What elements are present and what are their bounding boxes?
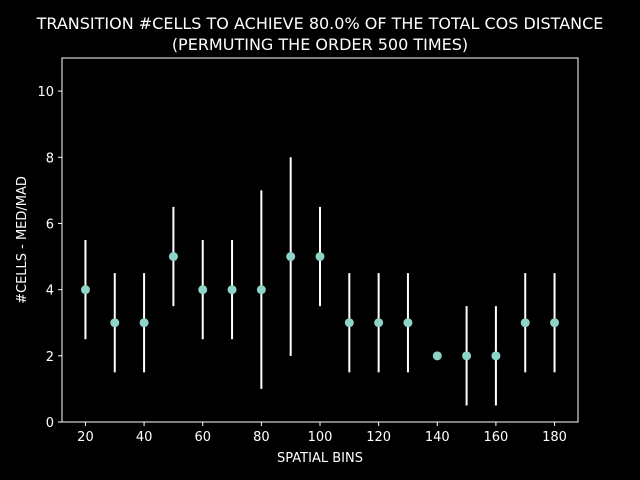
y-tick-label: 4: [46, 284, 54, 299]
x-tick-label: 20: [77, 430, 94, 445]
x-tick-label: 180: [542, 430, 567, 445]
data-point: [462, 351, 472, 361]
data-point: [374, 318, 384, 328]
x-tick-label: 140: [425, 430, 450, 445]
x-axis-label: SPATIAL BINS: [277, 451, 363, 466]
data-point: [80, 285, 90, 295]
y-tick-label: 0: [46, 416, 54, 431]
y-axis: 0 2 4 6 8 10: [37, 85, 62, 431]
data-point: [286, 252, 296, 262]
data-point: [491, 351, 501, 361]
data-point: [168, 252, 178, 262]
data-point: [344, 318, 354, 328]
x-tick-label: 100: [308, 430, 333, 445]
x-axis: 20 40 60 80 100 120 140 160 180: [77, 422, 567, 445]
y-tick-label: 8: [46, 151, 54, 166]
points-group: [80, 252, 560, 361]
y-tick-label: 10: [37, 85, 54, 100]
data-point: [227, 285, 237, 295]
data-point: [432, 351, 442, 361]
y-tick-label: 2: [46, 350, 54, 365]
data-point: [256, 285, 266, 295]
y-tick-label: 6: [46, 217, 54, 232]
x-tick-label: 160: [483, 430, 508, 445]
chart-subtitle: (PERMUTING THE ORDER 500 TIMES): [172, 35, 468, 54]
x-tick-label: 120: [366, 430, 391, 445]
data-point: [110, 318, 120, 328]
data-point: [520, 318, 530, 328]
data-point: [403, 318, 413, 328]
data-point: [139, 318, 149, 328]
data-point: [550, 318, 560, 328]
x-tick-label: 40: [136, 430, 153, 445]
data-point: [315, 252, 325, 262]
x-tick-label: 80: [253, 430, 270, 445]
data-point: [198, 285, 208, 295]
chart-title: TRANSITION #CELLS TO ACHIEVE 80.0% OF TH…: [36, 14, 604, 33]
x-tick-label: 60: [194, 430, 211, 445]
y-axis-label: #CELLS - MED/MAD: [15, 176, 30, 304]
